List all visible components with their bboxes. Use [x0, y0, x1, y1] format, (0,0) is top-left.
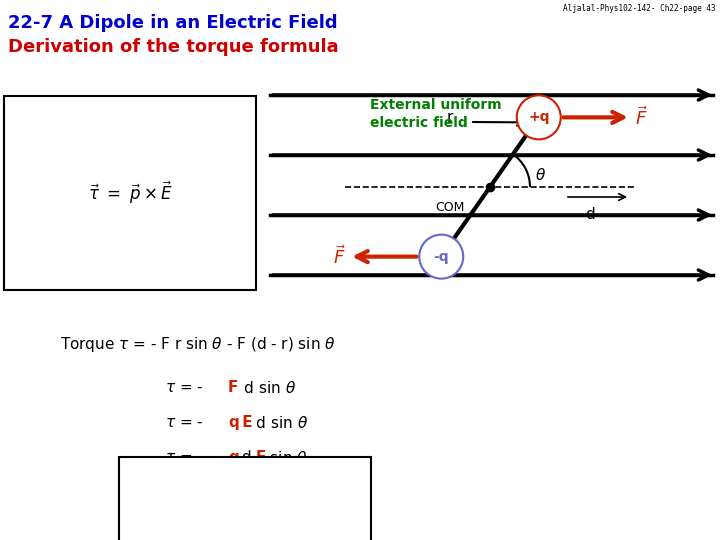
Text: $\vec{F}$: $\vec{F}$ — [635, 106, 647, 129]
Text: d sin $\theta$: d sin $\theta$ — [251, 415, 308, 431]
Text: Derivation of the torque formula: Derivation of the torque formula — [8, 38, 338, 56]
Text: r: r — [447, 111, 453, 125]
Text: F: F — [228, 380, 238, 395]
Text: E: E — [237, 415, 253, 430]
Text: $\vec{\tau}\ =\ \vec{p}\times\vec{E}$: $\vec{\tau}\ =\ \vec{p}\times\vec{E}$ — [88, 180, 172, 206]
Text: $\tau$ = -: $\tau$ = - — [165, 415, 204, 430]
Text: 22-7 A Dipole in an Electric Field: 22-7 A Dipole in an Electric Field — [8, 14, 338, 32]
Circle shape — [419, 234, 463, 279]
Text: $\vec{F}$: $\vec{F}$ — [333, 245, 346, 268]
Text: $\theta$: $\theta$ — [535, 167, 546, 183]
Circle shape — [517, 96, 561, 139]
Text: $\tau$ = -: $\tau$ = - — [165, 380, 204, 395]
Text: External uniform: External uniform — [370, 98, 502, 112]
Text: q: q — [228, 415, 239, 430]
Text: Torque $\tau$ = - F r sin $\theta$ - F (d - r) sin $\theta$: Torque $\tau$ = - F r sin $\theta$ - F (… — [60, 335, 336, 354]
Text: -q: -q — [433, 249, 449, 264]
Text: d: d — [585, 207, 595, 222]
Text: d: d — [237, 450, 256, 465]
Text: $\tau$ = - p E sin $\theta$: $\tau$ = - p E sin $\theta$ — [165, 490, 284, 512]
Text: E: E — [256, 450, 266, 465]
Text: COM: COM — [436, 201, 464, 214]
Text: +q: +q — [528, 110, 549, 124]
Text: $\tau$ = -: $\tau$ = - — [165, 450, 204, 465]
Text: electric field: electric field — [370, 116, 468, 130]
Text: q: q — [228, 450, 239, 465]
Text: d sin $\theta$: d sin $\theta$ — [239, 380, 296, 396]
Text: Aljalal-Phys102-142- Ch22-page 43: Aljalal-Phys102-142- Ch22-page 43 — [563, 4, 716, 13]
Text: sin $\theta$: sin $\theta$ — [265, 450, 307, 466]
